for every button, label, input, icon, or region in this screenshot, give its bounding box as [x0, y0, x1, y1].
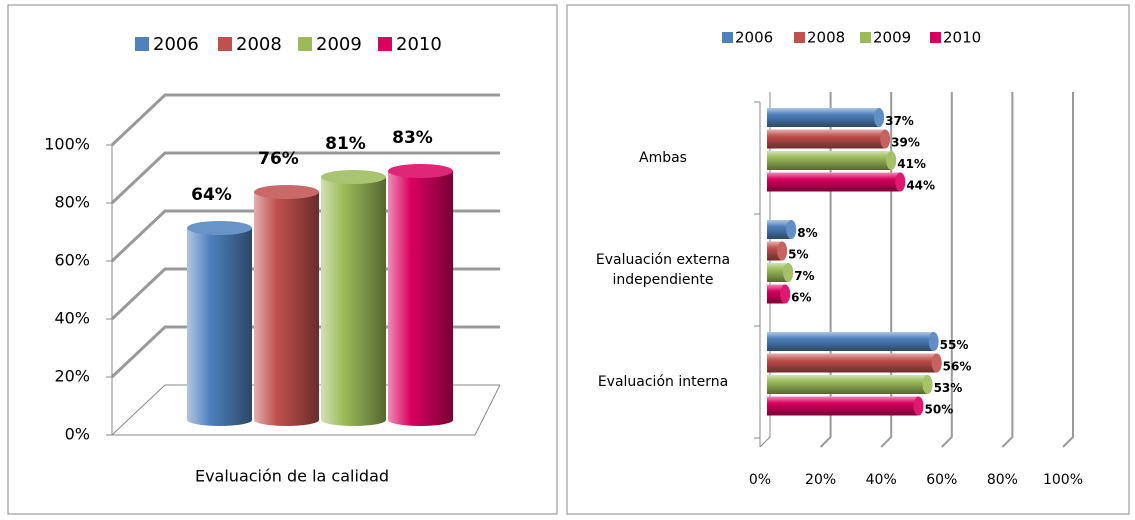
grid-line	[819, 92, 832, 448]
x-tick-label: 60%	[926, 472, 957, 488]
data-label: 39%	[891, 136, 920, 150]
bar-top	[388, 164, 453, 178]
bar	[767, 172, 901, 192]
data-label: 5%	[788, 248, 808, 262]
bar-top	[254, 185, 319, 199]
bar-top	[187, 221, 252, 235]
bar-end	[783, 263, 794, 282]
legend-swatch	[722, 32, 733, 43]
legend-swatch	[218, 37, 232, 51]
bar	[321, 177, 386, 420]
legend-swatch	[860, 32, 871, 43]
data-label: 6%	[791, 291, 811, 305]
bar-end	[880, 129, 891, 149]
bar	[388, 171, 453, 420]
y-tick-label: Evaluación externa independiente	[595, 252, 731, 288]
legend-label: 2009	[316, 34, 362, 55]
bar-base	[321, 414, 386, 426]
x-tick-label: 100%	[1043, 472, 1083, 488]
data-label: 50%	[925, 403, 954, 417]
grid-line	[1001, 92, 1014, 448]
x-tick-label: 0%	[749, 472, 771, 488]
y-tick-label: Ambas	[639, 150, 687, 166]
bar	[767, 220, 792, 239]
grid-line	[110, 151, 500, 205]
y-tick-label: 80%	[54, 193, 90, 212]
bar	[767, 129, 886, 149]
data-label: 76%	[258, 149, 299, 169]
grid-line	[759, 92, 771, 448]
grid-line	[110, 93, 500, 147]
data-label: 55%	[940, 338, 969, 352]
bar-end	[895, 172, 906, 192]
bar-end	[886, 151, 897, 170]
bar-base	[187, 414, 252, 426]
grid-line	[941, 92, 953, 448]
bar	[767, 151, 892, 170]
y-tick-label: Evaluación interna	[597, 374, 729, 390]
data-label: 81%	[325, 134, 366, 154]
y-tick-label: 20%	[54, 367, 90, 386]
bar-end	[922, 375, 933, 394]
bar-end	[913, 396, 924, 416]
bar-end	[777, 241, 788, 261]
bar	[187, 228, 252, 420]
legend-label: 2008	[236, 34, 282, 55]
bar-end	[928, 332, 939, 351]
data-label: 8%	[797, 226, 817, 240]
bar-end	[786, 220, 797, 239]
legend-label: 2008	[807, 29, 845, 47]
legend-label: 2006	[153, 34, 199, 55]
bar	[767, 375, 928, 394]
legend-label: 2010	[396, 34, 442, 55]
data-label: 56%	[943, 360, 972, 374]
bar	[254, 192, 319, 420]
grid-line	[1062, 92, 1074, 448]
bar	[767, 396, 919, 416]
grid-line	[880, 92, 893, 448]
legend-label: 2010	[943, 29, 981, 47]
legend-swatch	[794, 32, 805, 43]
x-tick-label: 80%	[987, 472, 1018, 488]
panel-border	[566, 4, 1130, 515]
bar-end	[931, 353, 942, 373]
bar-end	[780, 284, 791, 304]
bar-top	[321, 170, 386, 184]
panel-border	[7, 4, 558, 515]
data-label: 7%	[794, 269, 814, 283]
data-label: 53%	[934, 381, 963, 395]
data-label: 37%	[885, 114, 914, 128]
bar-end	[874, 108, 885, 127]
legend-label: 2009	[873, 29, 911, 47]
bar-base	[388, 414, 453, 426]
data-label: 83%	[392, 128, 433, 148]
x-axis-label: Evaluación de la calidad	[195, 467, 389, 486]
data-label: 41%	[897, 157, 926, 171]
legend-label: 2006	[735, 29, 773, 47]
bar	[767, 353, 937, 373]
x-tick-label: 20%	[805, 472, 836, 488]
y-tick-label: 0%	[65, 425, 90, 444]
legend-swatch	[298, 37, 312, 51]
y-tick-label: 40%	[54, 309, 90, 328]
axis	[474, 384, 501, 436]
bar	[767, 263, 789, 282]
bar	[767, 108, 880, 127]
y-tick-label: 60%	[54, 251, 90, 270]
legend-swatch	[930, 32, 941, 43]
legend-swatch	[378, 37, 392, 51]
bar-base	[254, 414, 319, 426]
bar	[767, 284, 786, 304]
bar	[767, 332, 934, 351]
data-label: 44%	[906, 179, 935, 193]
legend-swatch	[135, 37, 149, 51]
x-tick-label: 40%	[866, 472, 897, 488]
y-tick-label: 100%	[44, 135, 90, 154]
data-label: 64%	[191, 185, 232, 205]
